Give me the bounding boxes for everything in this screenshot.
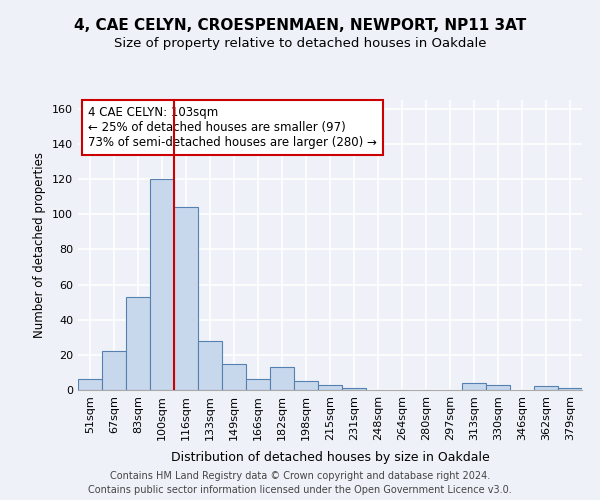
Bar [222, 364, 246, 390]
Bar [126, 297, 150, 390]
X-axis label: Distribution of detached houses by size in Oakdale: Distribution of detached houses by size … [170, 451, 490, 464]
Bar [150, 179, 174, 390]
Bar [198, 341, 222, 390]
Text: Contains HM Land Registry data © Crown copyright and database right 2024.
Contai: Contains HM Land Registry data © Crown c… [88, 471, 512, 495]
Bar [174, 207, 198, 390]
Bar [534, 386, 558, 390]
Bar [270, 367, 294, 390]
Bar [246, 380, 270, 390]
Bar [78, 380, 102, 390]
Bar [294, 381, 318, 390]
Bar [558, 388, 582, 390]
Text: 4, CAE CELYN, CROESPENMAEN, NEWPORT, NP11 3AT: 4, CAE CELYN, CROESPENMAEN, NEWPORT, NP1… [74, 18, 526, 32]
Bar [462, 383, 486, 390]
Text: 4 CAE CELYN: 103sqm
← 25% of detached houses are smaller (97)
73% of semi-detach: 4 CAE CELYN: 103sqm ← 25% of detached ho… [88, 106, 377, 149]
Bar [102, 352, 126, 390]
Bar [318, 384, 342, 390]
Bar [486, 384, 510, 390]
Text: Size of property relative to detached houses in Oakdale: Size of property relative to detached ho… [114, 38, 486, 51]
Y-axis label: Number of detached properties: Number of detached properties [34, 152, 46, 338]
Bar [342, 388, 366, 390]
